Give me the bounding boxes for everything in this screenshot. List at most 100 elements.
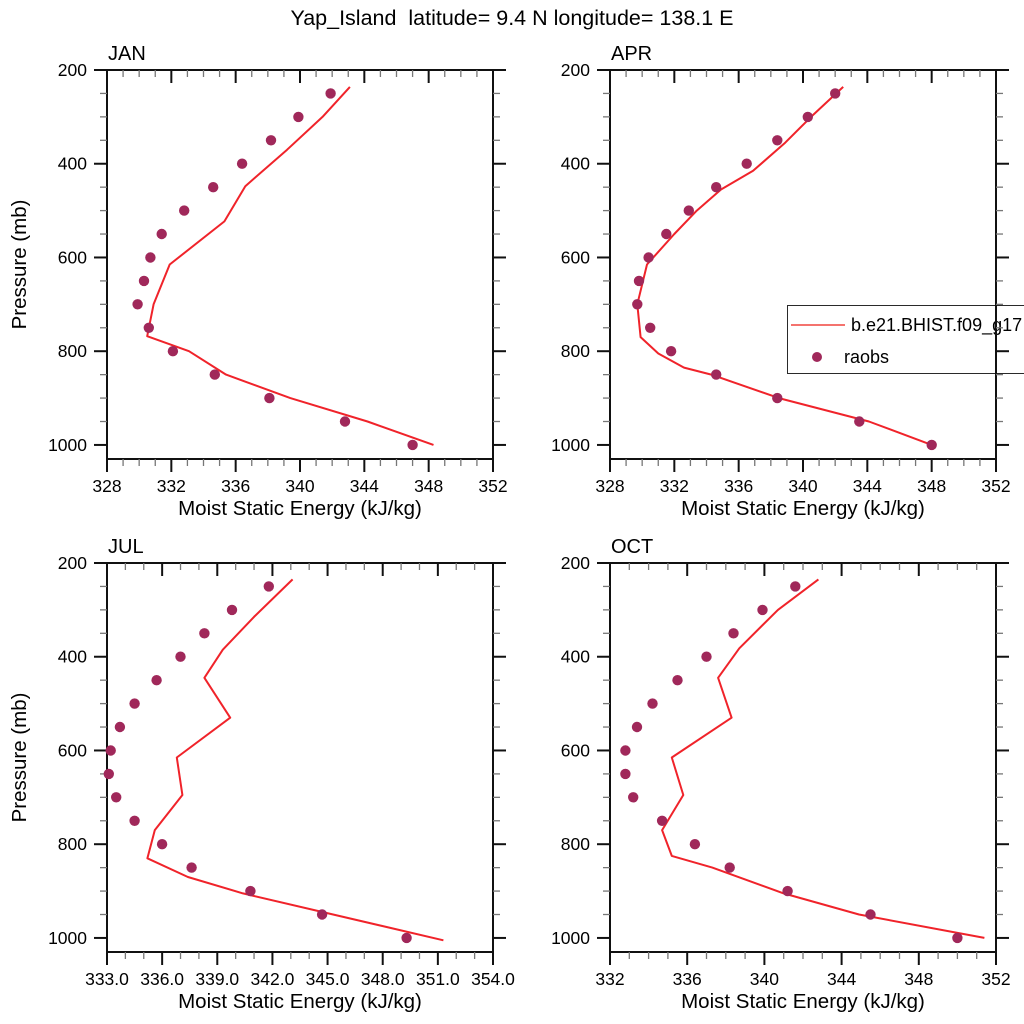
raobs-dot [264, 392, 275, 404]
panel-oct: 332 336 340 344 348 352 200 400 600 800 1000 OCT Moi… [551, 536, 1011, 1013]
y-tick-label: 400 [561, 647, 590, 667]
raobs-dot [683, 205, 694, 216]
raobs-dot [628, 792, 639, 803]
panel-title: OCT [611, 536, 653, 558]
y-tick-label: 200 [561, 553, 590, 573]
x-tick-label: 340 [788, 476, 817, 496]
panel-apr: 328 332 336 340 344 348 352 200 400 600 800 1000 APR… [551, 43, 1011, 520]
raobs-dot [661, 228, 672, 240]
x-axis-title: Moist Static Energy (kJ/kg) [178, 497, 422, 520]
raobs-dot [631, 721, 643, 733]
raobs-dot [265, 135, 277, 146]
raobs-dot [728, 628, 739, 639]
raobs-dot [865, 909, 876, 920]
plot-box [609, 562, 997, 953]
raobs-dot [145, 252, 156, 263]
x-tick-label: 340 [285, 476, 314, 496]
raobs-dot [156, 228, 167, 240]
y-tick-label: 800 [561, 834, 590, 854]
x-tick-label: 352 [981, 969, 1010, 989]
raobs-dot [647, 698, 658, 709]
raobs-dot [151, 675, 162, 686]
raobs-dot [103, 768, 115, 780]
y-tick-label: 800 [58, 341, 87, 361]
y-tick-label: 200 [58, 553, 87, 573]
raobs-dot [263, 581, 274, 592]
raobs-dot [156, 839, 168, 850]
y-tick-label: 1000 [551, 928, 590, 948]
raobs-dot [741, 158, 752, 169]
panel-title: JUL [108, 536, 144, 558]
plot-box [106, 562, 494, 953]
x-tick-label: 351.0 [416, 969, 460, 989]
raobs-dot [854, 416, 865, 427]
raobs-dot [111, 792, 122, 803]
x-tick-label: 332 [595, 969, 624, 989]
y-tick-label: 800 [561, 341, 590, 361]
x-axis-title: Moist Static Energy (kJ/kg) [681, 990, 925, 1013]
raobs-dot [620, 745, 631, 756]
panel-title: APR [611, 43, 652, 65]
y-tick-label: 600 [58, 247, 87, 267]
raobs-dot [952, 932, 963, 944]
raobs-dot [643, 252, 654, 263]
raobs-dot [143, 322, 154, 333]
raobs-dot [208, 182, 219, 193]
x-tick-label: 354.0 [471, 969, 515, 989]
raobs-dot [830, 88, 841, 99]
x-tick-label: 336 [724, 476, 753, 496]
raobs-dot [129, 698, 140, 709]
x-tick-label: 340 [750, 969, 779, 989]
raobs-dot [701, 651, 712, 662]
legend-dot-sample [812, 352, 822, 362]
raobs-dot [114, 721, 126, 733]
y-tick-label: 800 [58, 834, 87, 854]
raobs-dot [209, 369, 220, 380]
raobs-dot [179, 205, 190, 216]
raobs-dot [186, 862, 197, 873]
y-tick-label: 1000 [48, 435, 87, 455]
raobs-dot [167, 346, 179, 357]
raobs-dot [656, 815, 668, 826]
y-axis-title: Pressure (mb) [8, 693, 31, 823]
x-tick-label: 333.0 [85, 969, 129, 989]
raobs-dot [620, 768, 631, 780]
x-tick-label: 332 [157, 476, 186, 496]
figure-title: Yap_Island latitude= 9.4 N longitude= 13… [290, 6, 734, 30]
x-tick-label: 332 [660, 476, 689, 496]
y-tick-label: 200 [561, 60, 590, 80]
raobs-dot [772, 135, 783, 146]
legend: b.e21.BHIST.f09_g17 raobs [787, 305, 1024, 374]
raobs-dot [790, 581, 801, 592]
x-tick-label: 352 [478, 476, 507, 496]
raobs-dot [199, 628, 210, 639]
y-tick-label: 1000 [551, 435, 590, 455]
raobs-dot [711, 182, 722, 193]
raobs-dot [105, 745, 116, 756]
x-tick-label: 344 [827, 969, 856, 989]
raobs-dot [293, 111, 304, 123]
legend-model-label: b.e21.BHIST.f09_g17 [851, 314, 1023, 335]
model-line [661, 578, 985, 939]
x-tick-label: 345.0 [306, 969, 350, 989]
raobs-dot [175, 651, 186, 662]
x-tick-label: 336 [673, 969, 702, 989]
x-axis-title: Moist Static Energy (kJ/kg) [681, 497, 925, 520]
plot-box [609, 69, 997, 460]
y-axis-title: Pressure (mb) [8, 200, 31, 330]
raobs-dot [236, 158, 248, 169]
x-tick-label: 339.0 [195, 969, 239, 989]
legend-row-model: b.e21.BHIST.f09_g17 [788, 314, 1022, 336]
model-line [146, 86, 434, 446]
raobs-dot [724, 862, 735, 873]
x-tick-label: 344 [350, 476, 379, 496]
model-line [146, 578, 444, 942]
raobs-dot [129, 815, 140, 826]
y-tick-label: 600 [561, 740, 590, 760]
raobs-dot [316, 909, 328, 920]
raobs-dot [782, 885, 793, 897]
raobs-dot [226, 604, 238, 616]
raobs-dot [757, 604, 768, 616]
raobs-dot [772, 392, 783, 404]
